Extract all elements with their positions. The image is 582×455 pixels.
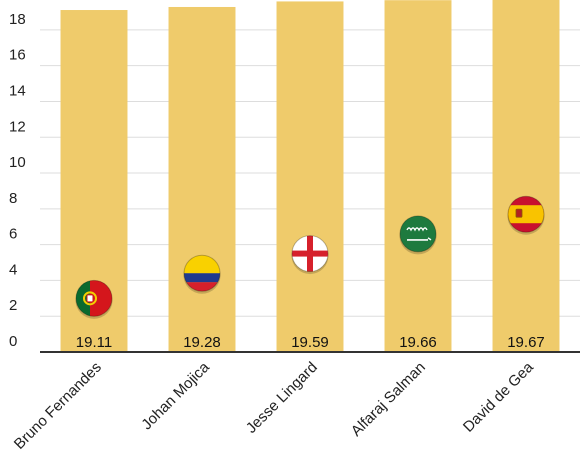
- value-label: 19.11: [76, 334, 112, 351]
- flag-rim: [75, 279, 113, 317]
- category-label: David de Gea: [460, 358, 537, 435]
- y-tick-label: 12: [9, 118, 26, 135]
- y-tick-label: 8: [9, 190, 17, 207]
- bar: [276, 1, 344, 353]
- flag-rim: [291, 235, 329, 273]
- bar: [384, 0, 452, 352]
- flag-rim: [183, 254, 221, 292]
- y-tick-label: 2: [9, 297, 17, 314]
- flag-icons: [75, 195, 545, 319]
- y-tick-label: 10: [9, 154, 26, 171]
- bars: [60, 0, 560, 353]
- y-tick-label: 0: [9, 333, 17, 350]
- value-labels: 19.11 19.28 19.59 19.66 19.67: [76, 334, 545, 351]
- y-tick-label: 6: [9, 226, 17, 243]
- value-label: 19.67: [507, 334, 545, 351]
- y-tick-label: 14: [9, 82, 26, 99]
- y-tick-label: 18: [9, 11, 26, 28]
- flag-rim: [399, 215, 437, 253]
- y-tick-label: 16: [9, 47, 26, 64]
- category-label: Bruno Fernandes: [11, 359, 105, 453]
- category-labels: Bruno Fernandes Johan Mojica Jesse Lingard…: [11, 358, 537, 452]
- category-label: Alfaraj Salman: [348, 359, 429, 440]
- bar: [492, 0, 560, 352]
- y-tick-label: 4: [9, 261, 17, 278]
- y-axis-tick-labels: 0 2 4 6 8 10 12 14 16 18: [9, 11, 26, 350]
- value-label: 19.28: [183, 334, 221, 351]
- flag-rim: [507, 195, 545, 233]
- value-label: 19.59: [291, 334, 329, 351]
- bar: [168, 6, 236, 352]
- value-label: 19.66: [399, 334, 437, 351]
- category-label: Jesse Lingard: [243, 359, 321, 437]
- category-label: Johan Mojica: [138, 358, 213, 433]
